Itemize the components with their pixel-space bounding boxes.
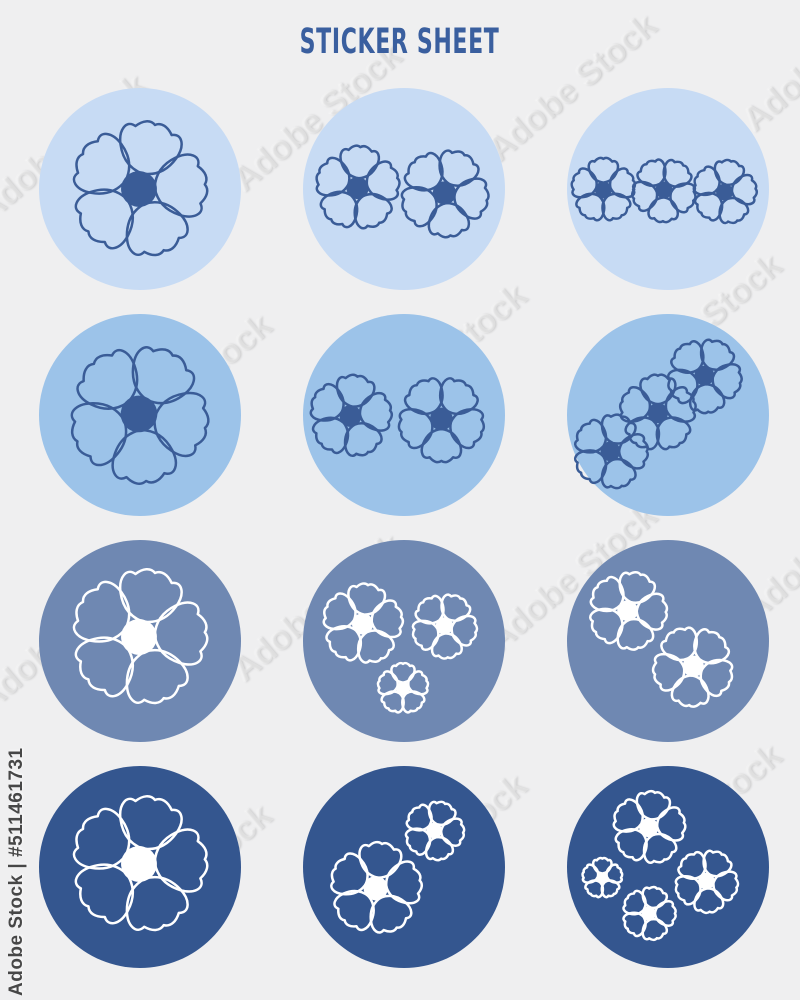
sticker-sheet-grid xyxy=(39,88,769,968)
sticker-r1c1 xyxy=(39,88,241,290)
sticker-r2c3 xyxy=(567,314,769,516)
sticker-r1c3 xyxy=(567,88,769,290)
sticker-r4c1 xyxy=(39,766,241,968)
sticker-r3c1 xyxy=(39,540,241,742)
sticker-r1c2 xyxy=(303,88,505,290)
sticker-r2c2 xyxy=(303,314,505,516)
sticker-r3c3 xyxy=(567,540,769,742)
stock-id-watermark: Adobe Stock | #511461731 xyxy=(6,747,27,996)
sticker-r3c2 xyxy=(303,540,505,742)
sticker-r4c2 xyxy=(303,766,505,968)
title-wrap: STICKER SHEET xyxy=(0,22,800,62)
sticker-r2c1 xyxy=(39,314,241,516)
sticker-r4c3 xyxy=(567,766,769,968)
page-title: STICKER SHEET xyxy=(300,22,500,62)
